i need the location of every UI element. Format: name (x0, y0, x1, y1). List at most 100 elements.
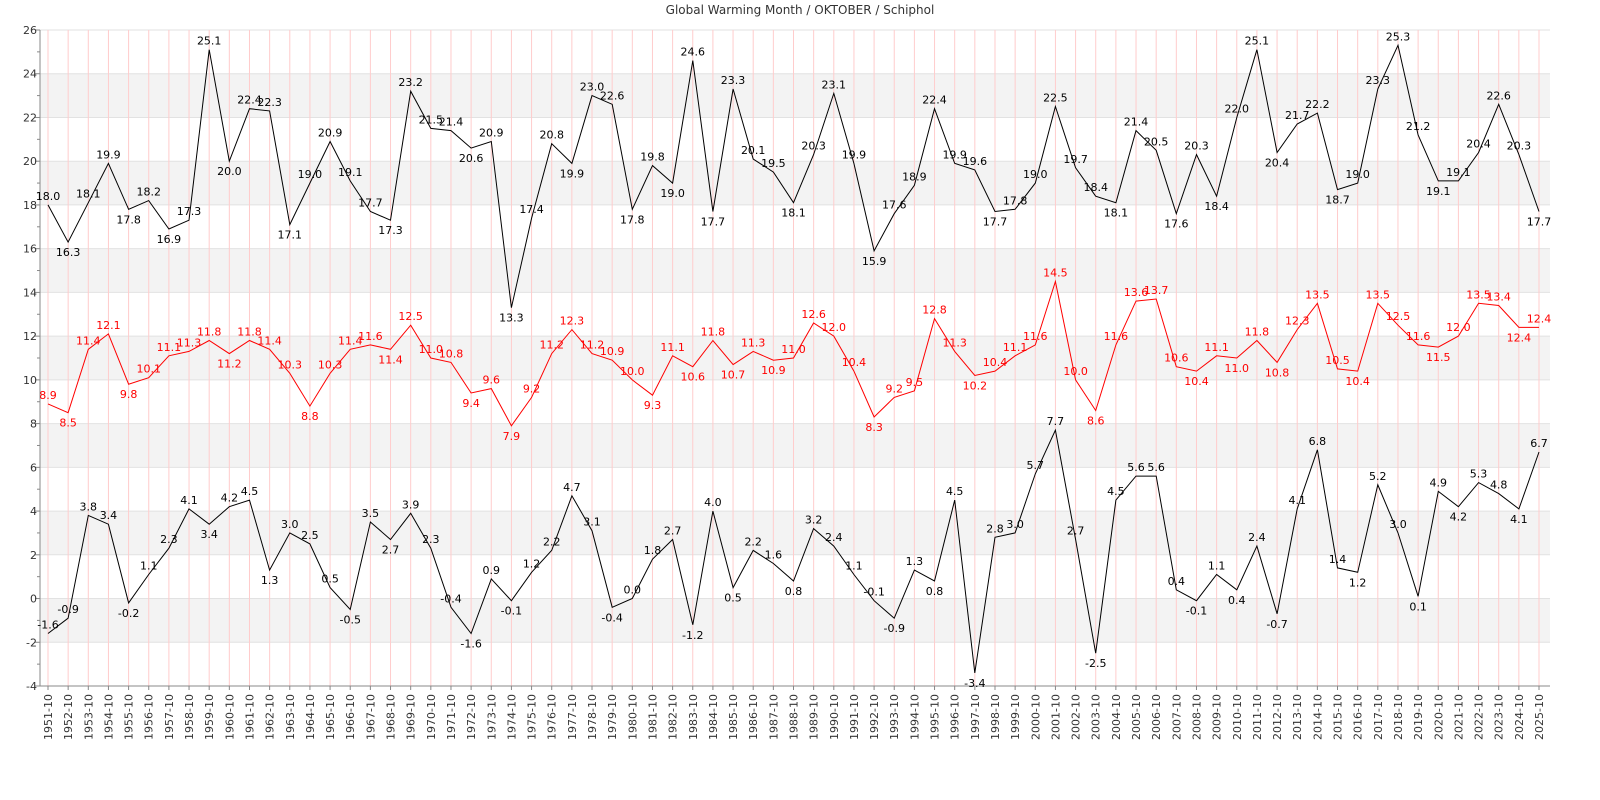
x-tick-label: 1953-10 (82, 694, 95, 740)
data-label-min: 6.7 (1530, 437, 1548, 450)
data-label-mean: 10.2 (963, 379, 988, 392)
data-label-max: 21.5 (419, 113, 444, 126)
data-label-max: 18.1 (781, 207, 806, 220)
data-label-max: 22.3 (257, 96, 282, 109)
data-label-min: -0.4 (601, 611, 622, 624)
x-tick-label: 2012-10 (1271, 694, 1284, 740)
data-label-max: 18.0 (36, 190, 61, 203)
x-tick-label: 1975-10 (526, 694, 539, 740)
data-label-mean: 11.0 (1225, 362, 1250, 375)
x-tick-label: 1990-10 (828, 694, 841, 740)
data-label-mean: 9.2 (523, 382, 541, 395)
data-label-min: 1.2 (1349, 576, 1367, 589)
data-label-mean: 9.6 (483, 374, 501, 387)
x-tick-label: 1979-10 (606, 694, 619, 740)
x-tick-label: 1987-10 (767, 694, 780, 740)
data-label-max: 22.0 (1225, 102, 1250, 115)
x-tick-label: 2001-10 (1049, 694, 1062, 740)
x-tick-label: 2007-10 (1170, 694, 1183, 740)
data-label-max: 17.1 (278, 229, 303, 242)
data-label-min: 3.1 (583, 516, 601, 529)
data-label-mean: 11.0 (781, 343, 806, 356)
data-label-min: 1.3 (906, 555, 924, 568)
data-label-mean: 12.3 (560, 315, 585, 328)
data-label-mean: 11.5 (1426, 351, 1451, 364)
data-label-max: 16.3 (56, 246, 81, 259)
data-label-min: 4.9 (1430, 476, 1448, 489)
data-label-max: 22.6 (1486, 89, 1511, 102)
data-label-mean: 10.0 (1063, 365, 1088, 378)
data-label-mean: 10.4 (842, 356, 867, 369)
data-label-min: -0.1 (1186, 605, 1207, 618)
data-label-mean: 12.0 (1446, 321, 1471, 334)
data-label-mean: 12.8 (922, 304, 947, 317)
x-tick-label: 1970-10 (425, 694, 438, 740)
x-tick-label: 1982-10 (667, 694, 680, 740)
x-tick-label: 1969-10 (405, 694, 418, 740)
x-tick-label: 1964-10 (304, 694, 317, 740)
data-label-min: 0.4 (1168, 575, 1186, 588)
grid-band (40, 423, 1550, 468)
data-label-max: 19.1 (338, 166, 363, 179)
data-label-min: 2.7 (1067, 524, 1085, 537)
x-tick-label: 2009-10 (1211, 694, 1224, 740)
x-tick-label: 1955-10 (123, 694, 136, 740)
x-tick-label: 1997-10 (969, 694, 982, 740)
data-label-min: 3.4 (200, 528, 218, 541)
y-tick-label: 20 (23, 155, 37, 168)
data-label-mean: 10.9 (600, 345, 625, 358)
data-label-max: 18.1 (1104, 207, 1129, 220)
data-label-max: 17.6 (1164, 218, 1189, 231)
data-label-mean: 12.6 (801, 308, 826, 321)
data-label-mean: 9.2 (885, 382, 903, 395)
data-label-min: 4.7 (563, 481, 581, 494)
data-label-min: 0.5 (321, 573, 339, 586)
data-label-min: 3.9 (402, 498, 420, 511)
data-label-max: 19.1 (1426, 185, 1451, 198)
data-label-max: 19.9 (842, 148, 867, 161)
data-label-min: 3.2 (805, 514, 823, 527)
data-label-max: 20.6 (459, 152, 484, 165)
data-label-min: 6.8 (1309, 435, 1327, 448)
y-tick-label: 8 (30, 418, 37, 431)
data-label-max: 22.4 (237, 94, 262, 107)
y-tick-label: 4 (30, 505, 37, 518)
data-label-mean: 10.9 (761, 364, 786, 377)
data-label-mean: 11.4 (378, 353, 403, 366)
x-tick-label: 1988-10 (788, 694, 801, 740)
data-label-mean: 8.8 (301, 410, 319, 423)
data-label-mean: 11.3 (942, 336, 967, 349)
data-label-max: 17.7 (701, 215, 726, 228)
data-label-min: 2.3 (422, 533, 440, 546)
data-label-mean: 10.8 (439, 347, 464, 360)
data-label-mean: 13.4 (1486, 291, 1511, 304)
x-tick-label: 2021-10 (1452, 694, 1465, 740)
data-label-max: 19.5 (761, 157, 786, 170)
data-label-mean: 11.4 (338, 334, 363, 347)
data-label-max: 25.1 (197, 35, 222, 48)
data-label-max: 18.4 (1083, 181, 1108, 194)
data-label-mean: 14.5 (1043, 266, 1068, 279)
x-tick-label: 1993-10 (888, 694, 901, 740)
data-label-mean: 12.3 (1285, 315, 1310, 328)
x-tick-label: 1951-10 (42, 694, 55, 740)
data-label-min: -0.1 (501, 605, 522, 618)
x-tick-label: 1992-10 (868, 694, 881, 740)
x-tick-label: 2020-10 (1432, 694, 1445, 740)
x-tick-label: 2017-10 (1372, 694, 1385, 740)
data-label-mean: 8.6 (1087, 414, 1105, 427)
grid-band (40, 73, 1550, 118)
data-label-max: 19.7 (1063, 153, 1088, 166)
data-label-min: -1.6 (460, 638, 481, 651)
data-label-mean: 10.6 (1164, 352, 1189, 365)
data-label-mean: 11.2 (217, 358, 242, 371)
data-label-mean: 11.8 (701, 326, 726, 339)
data-label-mean: 12.0 (822, 321, 847, 334)
x-tick-label: 1999-10 (1009, 694, 1022, 740)
data-label-mean: 11.8 (1245, 326, 1270, 339)
x-tick-label: 1996-10 (949, 694, 962, 740)
x-tick-label: 1963-10 (284, 694, 297, 740)
x-tick-label: 1978-10 (586, 694, 599, 740)
data-label-mean: 11.3 (741, 336, 766, 349)
grid-band (40, 598, 1550, 643)
